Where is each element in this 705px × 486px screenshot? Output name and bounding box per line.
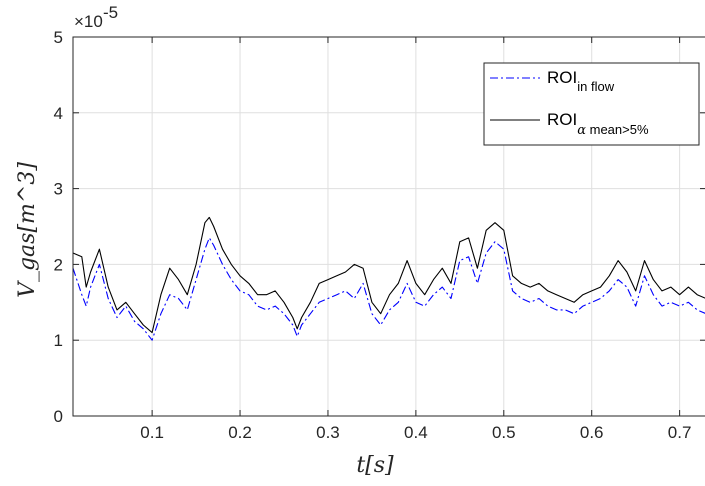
y-axis-label: V_gas[m^3]: [15, 162, 40, 298]
series-line-0: [72, 237, 705, 341]
y-tick-label: 1: [54, 331, 63, 350]
legend-label-in-flow-main: ROI: [547, 68, 577, 87]
y-tick-label: 4: [54, 104, 63, 123]
legend-label-in-flow: ROIin flow: [547, 68, 615, 94]
legend-label-alpha: ROIα mean>5%: [547, 110, 649, 138]
y-tick-label: 0: [54, 407, 63, 426]
series-layer: [72, 216, 705, 341]
y-tick-label: 3: [54, 180, 63, 199]
x-tick-label: 0.4: [404, 423, 428, 442]
legend-label-alpha-main: ROI: [547, 110, 577, 129]
x-tick-label: 0.2: [228, 423, 252, 442]
axes-box: [72, 36, 705, 417]
y-tick-label: 2: [54, 255, 63, 274]
x-axis-label: t[s]: [356, 453, 394, 478]
series-line-1: [72, 216, 705, 334]
legend-label-alpha-sub: mean>5%: [586, 122, 649, 137]
legend-label-in-flow-sub: in flow: [577, 79, 614, 94]
legend: ROIin flow ROIα mean>5%: [483, 62, 700, 146]
legend-label-alpha-symbol: α: [577, 123, 586, 138]
x-tick-label: 0.6: [580, 423, 604, 442]
x-tick-label: 0.1: [140, 423, 164, 442]
x-tick-label: 0.7: [668, 423, 692, 442]
x-tick-label: 0.5: [492, 423, 516, 442]
exponent-base: ×10: [74, 12, 103, 31]
ticks: 0.1 0.2 0.3 0.4 0.5 0.6 0.7 0 1 2 3 4 5: [54, 28, 705, 442]
legend-box: [483, 62, 700, 146]
x-tick-label: 0.3: [316, 423, 340, 442]
exponent-power: -5: [103, 3, 118, 22]
y-tick-label: 5: [54, 28, 63, 47]
y-exponent-label: ×10 -5: [74, 3, 118, 31]
